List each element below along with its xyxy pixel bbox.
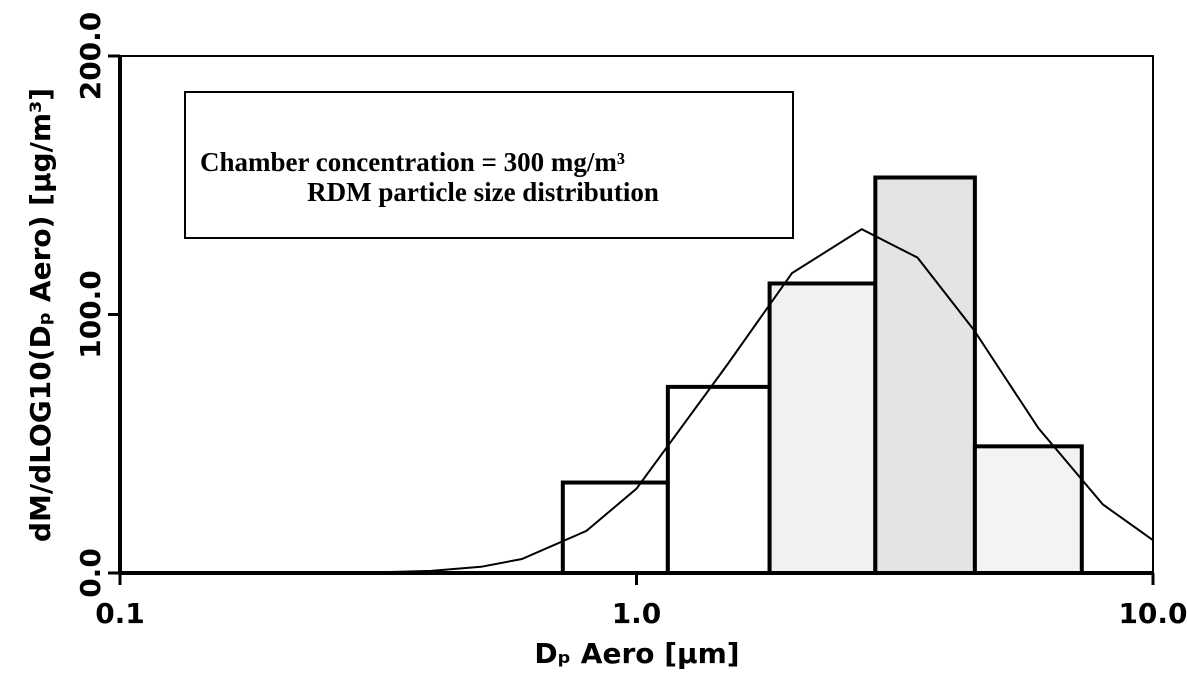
x-tick-label: 10.0 <box>1118 597 1187 630</box>
bar <box>560 480 670 575</box>
bar <box>972 444 1084 575</box>
fit-curve <box>366 228 1154 574</box>
y-tick-label: 100.0 <box>74 270 107 359</box>
y-axis-label: dM/dLOG10(Dₚ Aero) [µg/m³] <box>24 88 57 542</box>
y-tick-label: 0.0 <box>74 548 107 598</box>
y-tick-label: 200.0 <box>74 12 107 101</box>
x-axis-label: Dₚ Aero [µm] <box>534 637 739 670</box>
x-tick-label: 0.1 <box>95 597 145 630</box>
annotation-box <box>184 91 794 239</box>
bar <box>767 281 878 575</box>
annotation: RDM particle size distribution <box>307 177 659 207</box>
annotation: Chamber concentration = 300 mg/m³ <box>200 147 625 177</box>
bar <box>873 175 977 575</box>
x-tick-label: 1.0 <box>612 597 662 630</box>
bar <box>665 384 772 575</box>
